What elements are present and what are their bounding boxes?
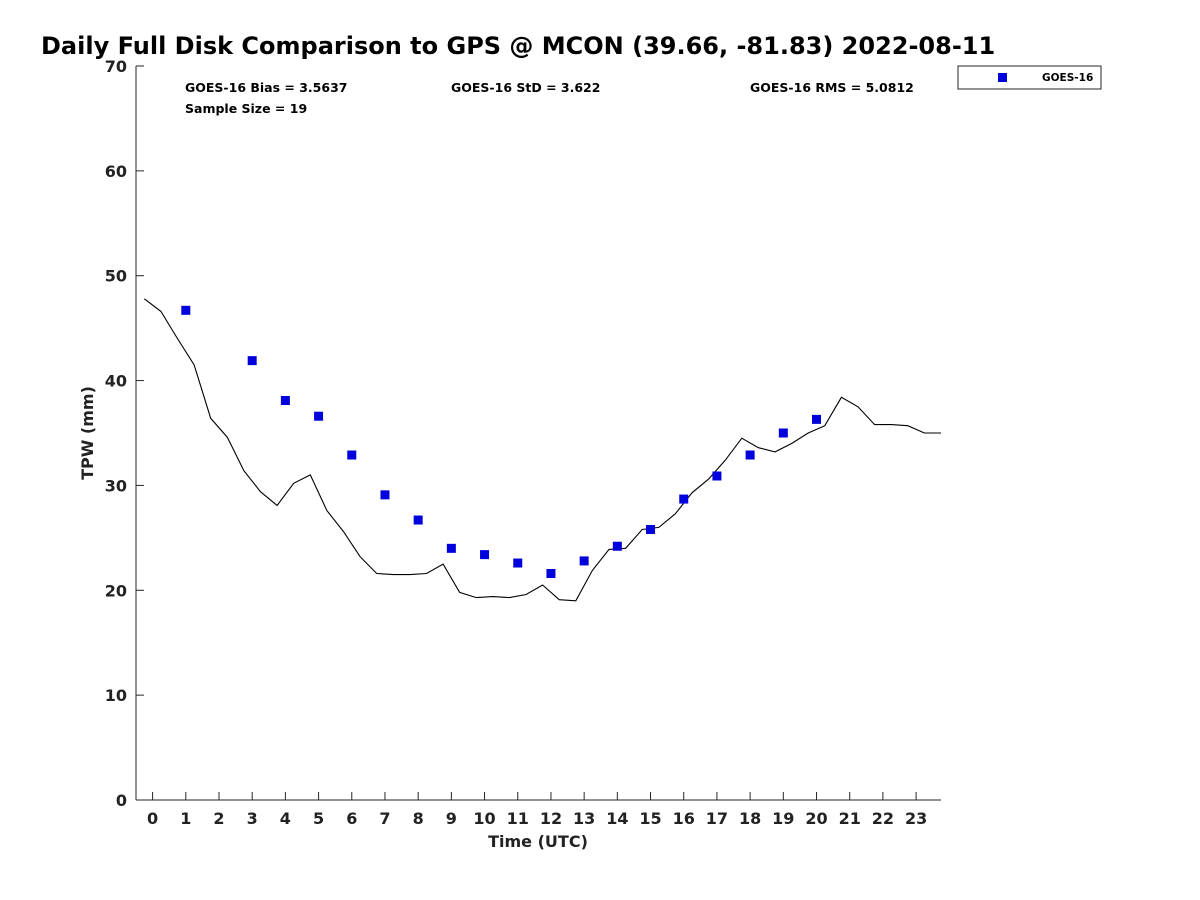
y-axis-label: TPW (mm) bbox=[78, 386, 97, 480]
y-tick-label: 60 bbox=[105, 162, 127, 181]
x-tick-label: 4 bbox=[280, 809, 291, 828]
y-tick-label: 30 bbox=[105, 476, 127, 495]
gps-tpw-line bbox=[143, 298, 941, 602]
y-ticks: 0 10 20 30 40 50 60 70 bbox=[105, 57, 144, 810]
legend-box bbox=[957, 65, 1102, 90]
x-tick-label: 1 bbox=[180, 809, 191, 828]
legend-marker-goes16 bbox=[998, 73, 1007, 82]
goes16-point bbox=[446, 543, 456, 553]
legend: GOES-16 bbox=[957, 65, 1102, 90]
goes16-point bbox=[679, 494, 689, 504]
goes16-point bbox=[513, 558, 523, 568]
x-tick-label: 14 bbox=[606, 809, 628, 828]
y-tick-label: 50 bbox=[105, 267, 127, 286]
y-tick-label: 0 bbox=[116, 791, 127, 810]
goes16-point bbox=[280, 395, 290, 405]
x-tick-label: 15 bbox=[639, 809, 661, 828]
x-tick-label: 9 bbox=[446, 809, 457, 828]
goes16-point bbox=[181, 305, 191, 315]
y-tick-label: 70 bbox=[105, 57, 127, 76]
x-tick-label: 0 bbox=[147, 809, 158, 828]
legend-label-goes16: GOES-16 bbox=[1042, 72, 1093, 84]
std-stat: GOES-16 StD = 3.622 bbox=[451, 80, 600, 95]
series-layer bbox=[143, 298, 941, 602]
bias-stat: GOES-16 Bias = 3.5637 bbox=[185, 80, 347, 95]
goes16-point bbox=[745, 450, 755, 460]
goes16-point bbox=[347, 450, 357, 460]
goes16-point bbox=[314, 411, 324, 421]
goes16-point bbox=[380, 490, 390, 500]
x-tick-label: 7 bbox=[379, 809, 390, 828]
x-tick-label: 22 bbox=[872, 809, 894, 828]
x-tick-label: 10 bbox=[473, 809, 495, 828]
x-tick-label: 17 bbox=[706, 809, 728, 828]
rms-stat: GOES-16 RMS = 5.0812 bbox=[750, 80, 914, 95]
x-tick-label: 6 bbox=[346, 809, 357, 828]
sample-size-stat: Sample Size = 19 bbox=[185, 101, 307, 116]
y-tick-label: 10 bbox=[105, 686, 127, 705]
goes16-point bbox=[778, 428, 788, 438]
x-tick-label: 21 bbox=[839, 809, 861, 828]
goes16-point bbox=[480, 550, 490, 560]
x-axis-label: Time (UTC) bbox=[488, 832, 588, 851]
goes16-point bbox=[247, 356, 257, 366]
goes16-point bbox=[413, 515, 423, 525]
x-tick-label: 5 bbox=[313, 809, 324, 828]
goes16-point bbox=[546, 569, 556, 579]
y-tick-label: 40 bbox=[105, 372, 127, 391]
x-ticks: 0 1 2 3 4 5 6 7 8 9 10 11 12 13 14 15 16 17 18 19 20 21 22 23 bbox=[147, 792, 927, 828]
x-tick-label: 2 bbox=[213, 809, 224, 828]
x-tick-label: 18 bbox=[739, 809, 761, 828]
x-tick-label: 13 bbox=[573, 809, 595, 828]
y-tick-label: 20 bbox=[105, 581, 127, 600]
x-tick-label: 8 bbox=[413, 809, 424, 828]
x-tick-label: 16 bbox=[673, 809, 695, 828]
chart-title: Daily Full Disk Comparison to GPS @ MCON… bbox=[41, 32, 995, 60]
x-tick-label: 11 bbox=[507, 809, 529, 828]
x-tick-label: 3 bbox=[247, 809, 258, 828]
goes16-point bbox=[712, 471, 722, 481]
goes16-point bbox=[612, 541, 622, 551]
x-tick-label: 12 bbox=[540, 809, 562, 828]
goes16-point bbox=[812, 414, 822, 424]
x-tick-label: 23 bbox=[905, 809, 927, 828]
x-tick-label: 19 bbox=[772, 809, 794, 828]
goes16-point bbox=[579, 556, 589, 566]
x-tick-label: 20 bbox=[805, 809, 827, 828]
goes16-point bbox=[646, 524, 656, 534]
